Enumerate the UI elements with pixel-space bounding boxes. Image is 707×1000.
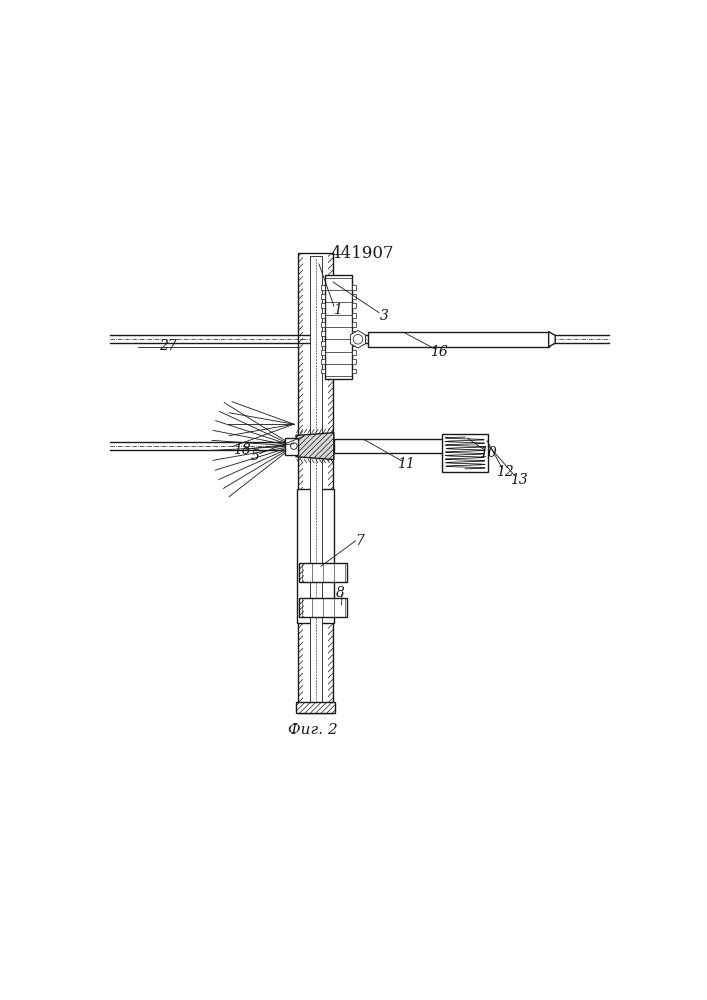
Text: 11: 11	[397, 457, 415, 471]
Text: 18: 18	[233, 443, 251, 457]
Text: Фиг. 2: Фиг. 2	[288, 723, 338, 737]
Polygon shape	[298, 253, 303, 713]
Bar	[353, 285, 356, 290]
Bar	[353, 359, 356, 364]
Text: 27: 27	[159, 339, 177, 353]
Text: 16: 16	[430, 345, 448, 359]
Text: 12: 12	[496, 465, 514, 479]
Bar	[321, 341, 325, 346]
Text: 5: 5	[251, 449, 260, 463]
Bar	[321, 359, 325, 364]
Bar	[284, 438, 298, 455]
Bar	[297, 489, 334, 623]
Bar	[299, 598, 347, 617]
Polygon shape	[297, 489, 302, 623]
Text: 8: 8	[336, 586, 345, 600]
Bar	[321, 369, 325, 373]
Bar	[334, 439, 452, 453]
Polygon shape	[328, 253, 333, 713]
Bar	[321, 294, 325, 299]
Text: 10: 10	[479, 446, 497, 460]
Text: 3: 3	[380, 309, 389, 323]
Bar	[321, 285, 325, 290]
Bar	[353, 331, 356, 336]
Circle shape	[291, 443, 297, 449]
Bar	[353, 369, 356, 373]
Bar	[321, 350, 325, 355]
Polygon shape	[296, 433, 334, 460]
Polygon shape	[452, 439, 458, 453]
Bar	[353, 322, 356, 327]
Polygon shape	[329, 489, 334, 623]
Bar	[325, 275, 353, 379]
Bar	[353, 303, 356, 308]
Bar	[298, 253, 333, 713]
Polygon shape	[299, 563, 304, 582]
Bar	[310, 256, 322, 710]
Text: 1: 1	[333, 303, 342, 317]
Text: 13: 13	[510, 473, 527, 487]
Bar	[299, 563, 347, 582]
Bar	[321, 303, 325, 308]
Polygon shape	[299, 598, 304, 617]
Bar	[353, 294, 356, 299]
Bar	[321, 313, 325, 318]
Bar	[296, 702, 336, 713]
Bar	[353, 341, 356, 346]
Bar	[321, 322, 325, 327]
Text: 441907: 441907	[331, 245, 394, 262]
Bar	[368, 332, 549, 347]
Bar	[321, 331, 325, 336]
Polygon shape	[296, 433, 334, 460]
Text: 7: 7	[355, 534, 364, 548]
Bar	[353, 313, 356, 318]
Bar	[353, 350, 356, 355]
Polygon shape	[549, 332, 555, 347]
Bar	[442, 434, 489, 472]
Polygon shape	[351, 330, 366, 348]
Polygon shape	[296, 702, 336, 713]
